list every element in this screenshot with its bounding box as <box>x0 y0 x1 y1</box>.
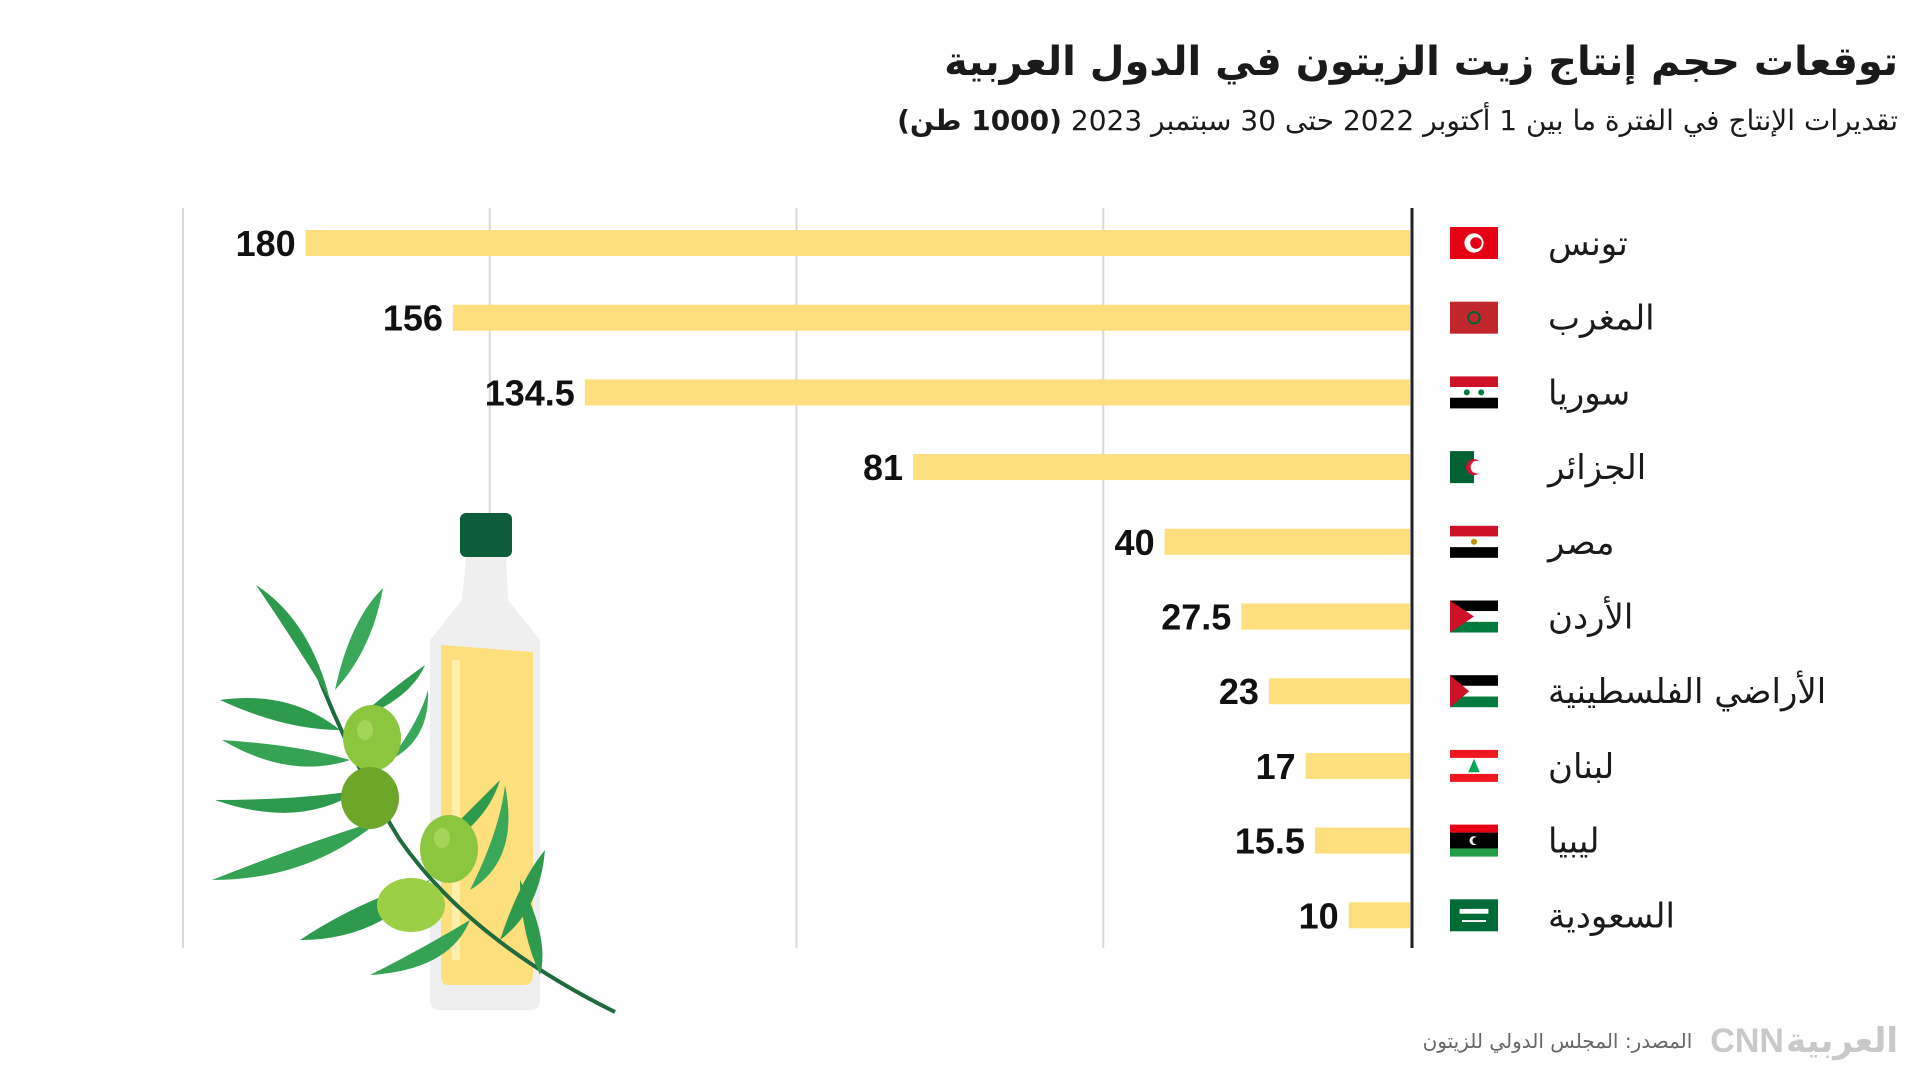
subtitle-text: تقديرات الإنتاج في الفترة ما بين 1 أكتوب… <box>1070 104 1898 137</box>
bar-2 <box>584 379 1410 406</box>
olive-branch-icon <box>212 585 616 1014</box>
country-label-3: الجزائر <box>1546 448 1646 488</box>
bar-1 <box>452 304 1410 331</box>
country-label-6: الأراضي الفلسطينية <box>1548 670 1826 712</box>
palestine-flag-icon <box>1450 675 1498 708</box>
country-label-1: المغرب <box>1548 299 1655 339</box>
country-label-5: الأردن <box>1548 596 1633 638</box>
bar-value-label-9: 10 <box>1299 895 1339 936</box>
bars-layer: 180 تونس 156 المغرب 134.5 سوريا 81 الجزائر 40 مصر… <box>236 223 1827 936</box>
country-label-7: لبنان <box>1548 747 1614 787</box>
bar-value-label-0: 180 <box>236 223 296 264</box>
country-label-0: تونس <box>1548 224 1628 264</box>
bar-7 <box>1305 752 1410 779</box>
country-label-2: سوريا <box>1548 373 1630 413</box>
morocco-flag-icon <box>1450 301 1498 334</box>
bar-9 <box>1348 902 1410 929</box>
lebanon-flag-icon <box>1450 749 1498 782</box>
bar-value-label-6: 23 <box>1219 671 1259 712</box>
bar-value-label-1: 156 <box>383 298 443 339</box>
alarabiya-cnn-logo: CNN العربية <box>1710 1021 1898 1061</box>
bar-0 <box>305 230 1411 256</box>
bar-value-label-8: 15.5 <box>1235 821 1305 862</box>
bar-value-label-7: 17 <box>1256 746 1296 787</box>
country-label-8: ليبيا <box>1548 822 1600 862</box>
bar-value-label-3: 81 <box>863 447 903 488</box>
chart-subtitle: تقديرات الإنتاج في الفترة ما بين 1 أكتوب… <box>198 96 1898 146</box>
bar-4 <box>1164 528 1410 555</box>
chart-header: توقعات حجم إنتاج زيت الزيتون في الدول ال… <box>198 32 1898 146</box>
subtitle-unit: (1000 طن) <box>897 104 1062 137</box>
logo-en: CNN <box>1710 1021 1784 1060</box>
saudi-flag-icon <box>1450 899 1498 932</box>
egypt-flag-icon <box>1450 525 1498 558</box>
source-note: المصدر: المجلس الدولي للزيتون <box>1422 1029 1693 1053</box>
oil-bottle-icon <box>430 513 540 1010</box>
bar-8 <box>1314 827 1410 854</box>
tunisia-flag-icon <box>1450 227 1498 259</box>
syria-flag-icon <box>1450 376 1498 409</box>
footer: CNN العربية المصدر: المجلس الدولي للزيتو… <box>1423 1021 1898 1061</box>
jordan-flag-icon <box>1450 600 1498 633</box>
bar-3 <box>913 454 1410 481</box>
chart-title: توقعات حجم إنتاج زيت الزيتون في الدول ال… <box>944 39 1898 85</box>
bar-value-label-5: 27.5 <box>1161 597 1231 638</box>
libya-flag-icon <box>1450 824 1498 857</box>
bar-value-label-2: 134.5 <box>485 372 575 413</box>
bar-value-label-4: 40 <box>1115 522 1155 563</box>
country-label-4: مصر <box>1546 523 1614 563</box>
bar-6 <box>1268 678 1410 705</box>
algeria-flag-icon <box>1450 451 1498 484</box>
bar-5 <box>1241 603 1410 630</box>
country-label-9: السعودية <box>1548 896 1675 936</box>
olive-oil-illustration <box>212 513 616 1014</box>
logo-ar: العربية <box>1785 1021 1898 1061</box>
